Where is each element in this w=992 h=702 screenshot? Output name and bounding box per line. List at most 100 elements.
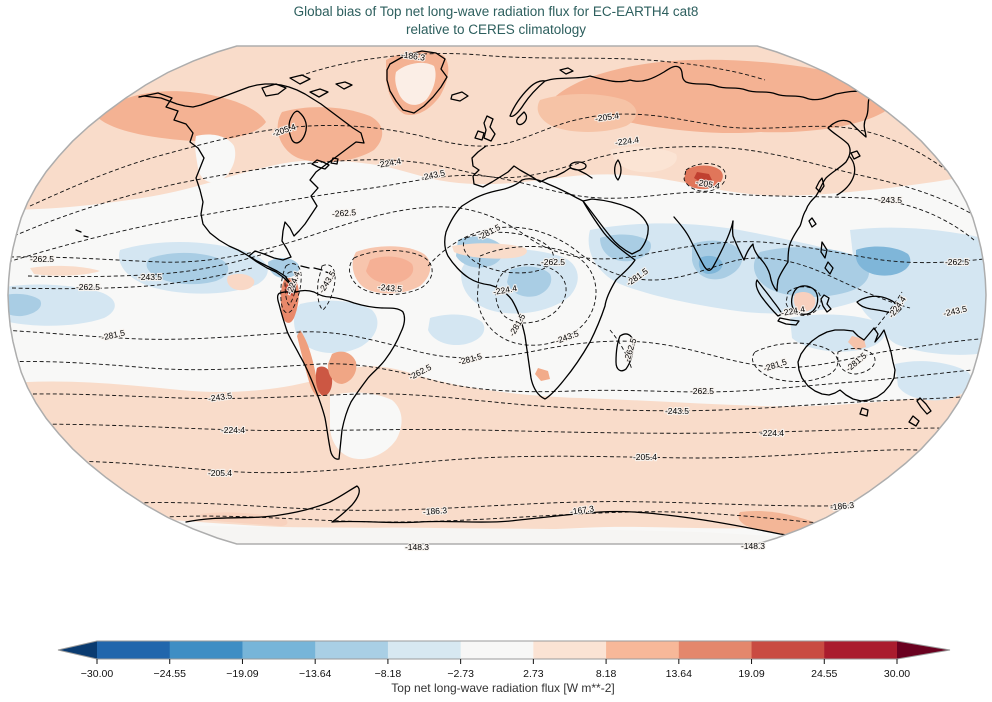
map-outline — [7, 45, 987, 545]
coastline — [859, 407, 869, 417]
coastlines — [75, 50, 932, 541]
bias-fill-region — [878, 303, 986, 355]
coastline — [569, 161, 587, 171]
colorbar-segment — [678, 641, 753, 659]
colorbar-tick-label: −8.18 — [375, 668, 402, 680]
coastline — [850, 150, 861, 160]
contour-label: -224.4 — [760, 428, 784, 438]
contour-label: -243.5 — [207, 390, 233, 403]
colorbar-tick-label: 8.18 — [596, 668, 617, 680]
coastline — [559, 67, 574, 75]
coastline — [777, 317, 800, 326]
coastline — [613, 159, 622, 181]
contour-label: -262.5 — [690, 386, 714, 396]
bias-fill-region — [277, 107, 383, 163]
overlay-contours — [8, 53, 986, 544]
coastline — [615, 333, 634, 372]
bias-fill-region — [294, 300, 378, 354]
contour-line — [752, 342, 839, 382]
coastline — [824, 261, 834, 275]
coastline — [797, 327, 896, 402]
colorbar: −30.00 −24.55 −19.09 −13.64 −8.18 −2.73 2.73 8.… — [57, 640, 951, 680]
figure-title: Global bias of Top net long-wave radiati… — [0, 3, 992, 39]
bias-fill-region — [694, 172, 712, 183]
coastline — [908, 415, 920, 427]
bias-fill-region — [610, 146, 677, 173]
contour-labels: -186.3 -205.4 -205.4 -224.4 -224.4 -243.5 -243… — [29, 48, 971, 553]
figure-title-line2: relative to CERES climatology — [405, 22, 587, 37]
bias-fill-region — [200, 512, 288, 526]
bias-fill-region — [395, 62, 436, 105]
coastline — [300, 265, 333, 275]
coastline — [311, 159, 330, 170]
contour-line — [495, 264, 567, 324]
contour-line — [9, 206, 986, 264]
bias-fill-region — [96, 91, 266, 142]
coastline — [288, 110, 307, 144]
contour-label: -205.4 — [633, 452, 657, 462]
contour-line — [104, 489, 946, 511]
contour-line — [11, 267, 253, 290]
coastline — [138, 92, 297, 293]
coastline — [474, 130, 485, 141]
coastline — [138, 83, 365, 293]
coastline — [471, 145, 593, 188]
contour-label: -243.5 — [378, 282, 403, 294]
contour-line — [427, 226, 911, 309]
contour-line — [837, 348, 876, 375]
bias-fill-region — [856, 246, 911, 276]
colorbar-tick-label: −2.73 — [447, 668, 474, 680]
bias-fill-region — [895, 361, 972, 401]
contour-label: -262.5 — [76, 282, 100, 292]
contour-label: -186.3 — [400, 49, 426, 62]
coastline — [335, 81, 353, 90]
contour-label: -186.3 — [423, 505, 448, 517]
bias-fill-region — [452, 243, 527, 259]
contour-line — [683, 163, 727, 192]
bias-fill-region — [507, 266, 552, 297]
bias-fill-region — [535, 368, 550, 381]
colorbar-over-arrow — [897, 641, 950, 659]
contour-line — [13, 146, 973, 237]
coastline — [289, 74, 311, 85]
bias-fill-region — [8, 366, 986, 530]
contour-label: -262.5 — [30, 254, 54, 264]
coastline — [916, 397, 932, 415]
colorbar-segment — [242, 641, 316, 659]
contour-line — [280, 263, 302, 314]
colorbar-tick-label: 13.64 — [666, 668, 692, 680]
coastline — [815, 177, 825, 193]
coastline — [731, 93, 872, 292]
colorbar-segment — [460, 641, 534, 659]
contour-label: -243.5 — [665, 406, 689, 416]
colorbar-segment — [751, 641, 825, 659]
coastline — [544, 65, 872, 101]
coastline — [330, 157, 339, 165]
coastline — [755, 279, 783, 317]
coastline — [582, 198, 649, 255]
contour-label: -262.5 — [332, 207, 357, 219]
colorbar-axis-label: Top net long-wave radiation flux [W m**-… — [391, 681, 614, 695]
contour-label: -148.3 — [405, 542, 429, 552]
contour-label: -224.4 — [221, 425, 245, 435]
contour-line — [785, 286, 822, 316]
colorbar-tick-label: −24.55 — [154, 668, 187, 680]
coastline — [820, 294, 832, 313]
coastline — [808, 217, 817, 228]
colorbar-segment — [533, 641, 607, 659]
bias-fill-region — [195, 134, 236, 183]
contour-label: -205.4 — [208, 468, 232, 478]
contour-line — [477, 246, 597, 346]
contour-line — [873, 291, 903, 331]
coastline — [836, 156, 856, 196]
bias-fill-region — [146, 252, 229, 285]
coastline — [516, 111, 528, 126]
contour-label: -262.5 — [541, 257, 565, 267]
colorbar-segment — [169, 641, 243, 659]
contour-line — [462, 231, 554, 274]
bias-fill-region — [793, 291, 816, 312]
coastline — [261, 83, 287, 97]
contour-label: -205.4 — [594, 110, 620, 123]
